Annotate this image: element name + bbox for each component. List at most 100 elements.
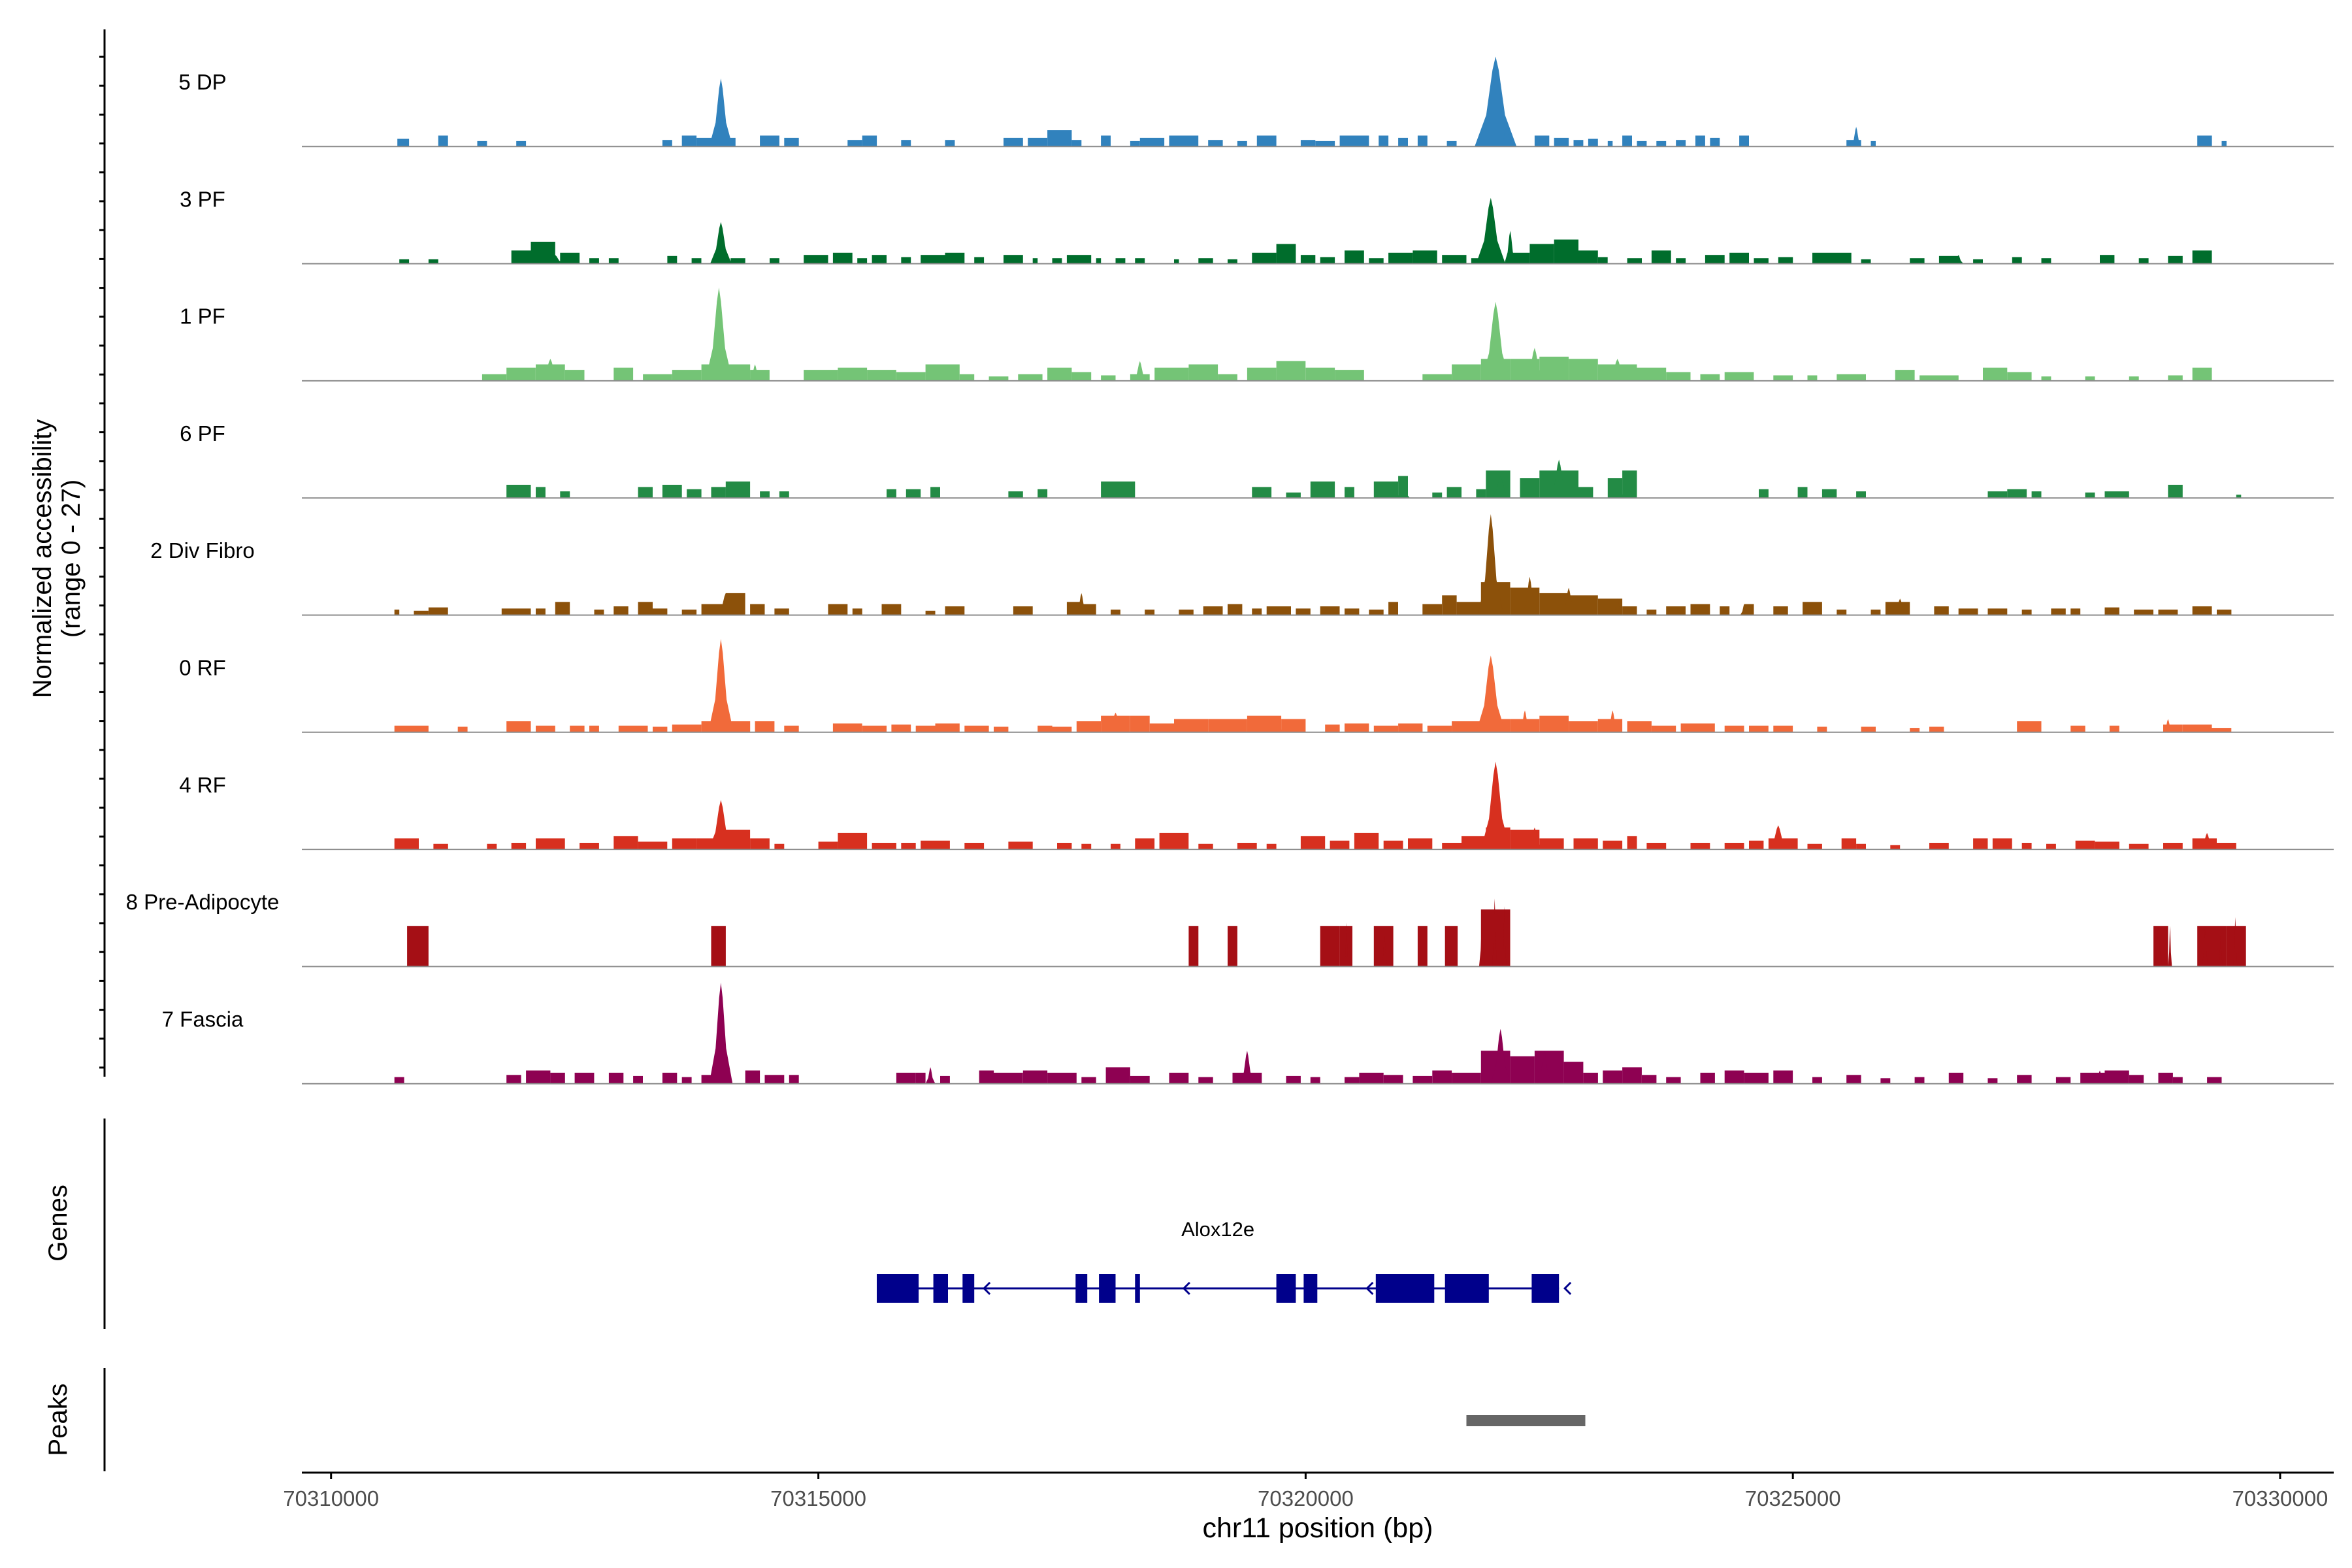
coverage-bar (1198, 1077, 1213, 1084)
track-6-pf: 6 PF (180, 421, 2334, 499)
coverage-bar (2168, 485, 2183, 498)
coverage-bar (1052, 727, 1072, 732)
coverage-bar (1247, 367, 1277, 381)
coverage-bar (638, 602, 653, 615)
x-tick-label: 70320000 (1258, 1486, 1354, 1511)
coverage-bar (1013, 606, 1033, 615)
coverage-bar (2085, 492, 2095, 498)
coverage-bar (1807, 375, 1818, 381)
track-label: 0 RF (179, 656, 226, 680)
coverage-peak (1396, 485, 1410, 498)
coverage-bar (1934, 606, 1949, 615)
coverage-bar (760, 491, 770, 498)
coverage-bar (1345, 487, 1354, 498)
track-4-rf: 4 RF (179, 761, 2334, 851)
coverage-bar (2021, 843, 2032, 850)
coverage-bar (2070, 725, 2085, 732)
coverage-bar (1729, 252, 1749, 264)
coverage-peak (1480, 301, 1511, 381)
coverage-bar (1339, 135, 1369, 147)
coverage-bar (1145, 610, 1155, 615)
coverage-bar (1345, 1077, 1360, 1084)
coverage-bar (1471, 258, 1481, 264)
coverage-bar (1037, 725, 1053, 732)
coverage-bar (2129, 376, 2139, 381)
coverage-bar (1354, 832, 1379, 850)
coverage-bar (1929, 843, 1949, 850)
coverage-bar (1910, 258, 1925, 264)
coverage-bar (1773, 1070, 1793, 1084)
coverage-bar (1203, 606, 1223, 615)
coverage-bar (1637, 140, 1647, 147)
coverage-bar (1476, 489, 1486, 498)
coverage-bar (1442, 595, 1457, 615)
coverage-bar (1276, 361, 1306, 381)
coverage-bar (1130, 1075, 1150, 1084)
coverage-bar (872, 843, 896, 850)
gene-exon (1303, 1274, 1318, 1303)
coverage-bar (2212, 728, 2232, 732)
coverage-peak (1607, 710, 1619, 732)
coverage-bar (1938, 255, 1959, 264)
coverage-bar (407, 926, 429, 967)
coverage-bar (1237, 140, 1247, 147)
coverage-bar (1047, 1072, 1077, 1084)
coverage-bar (872, 255, 887, 264)
coverage-bar (2207, 1077, 2222, 1084)
coverage-bar (1578, 487, 1593, 498)
coverage-bar (818, 841, 838, 850)
gene-exon (1075, 1274, 1088, 1303)
coverage-bar (1739, 135, 1749, 147)
coverage-bar (1388, 602, 1398, 615)
coverage-peak (540, 359, 561, 381)
coverage-bar (832, 723, 862, 732)
coverage-bar (1300, 836, 1326, 850)
coverage-bar (1627, 836, 1637, 850)
coverage-bar (1442, 843, 1462, 850)
coverage-bar (1266, 843, 1277, 850)
coverage-bar (1870, 140, 1876, 147)
coverage-peak (734, 485, 747, 498)
coverage-bar (570, 725, 585, 732)
coverage-peak (1893, 598, 1908, 615)
coverage-bar (896, 372, 926, 381)
coverage-bar (428, 607, 448, 615)
coverage-bar (1101, 135, 1111, 147)
coverage-bar (1032, 258, 1038, 264)
coverage-bar (750, 838, 770, 850)
coverage-bar (2192, 250, 2212, 264)
coverage-bar (1690, 843, 1710, 850)
coverage-bar (482, 374, 507, 381)
coverage-bar (536, 487, 546, 498)
coverage-bar (901, 257, 911, 264)
coverage-bar (399, 259, 410, 264)
coverage-bar (921, 840, 950, 850)
coverage-bar (414, 610, 429, 615)
coverage-bar (1057, 843, 1072, 850)
coverage-bar (1315, 140, 1335, 147)
coverage-bar (1627, 258, 1642, 264)
coverage-bar (1096, 258, 1102, 264)
coverage-bar (789, 1075, 799, 1084)
coverage-bar (662, 140, 672, 147)
coverage-bar (1320, 926, 1340, 967)
gene-exon (1276, 1274, 1296, 1303)
coverage-bar (2070, 608, 2081, 615)
coverage-bar (862, 135, 877, 147)
coverage-bar (1749, 840, 1764, 850)
coverage-bar (1821, 489, 1837, 498)
coverage-bar (1066, 255, 1092, 264)
coverage-bar (394, 610, 400, 615)
coverage-bar (516, 140, 527, 147)
coverage-bar (964, 725, 989, 732)
coverage-bar (1139, 137, 1165, 147)
coverage-bar (1228, 604, 1243, 615)
coverage-bar (945, 252, 965, 264)
coverage-peak (925, 1067, 936, 1084)
coverage-bar (2217, 926, 2227, 967)
track-0-rf: 0 RF (179, 639, 2334, 733)
coverage-bar (1446, 140, 1457, 147)
coverage-bar (1188, 364, 1218, 381)
coverage-peak (1612, 598, 1623, 615)
coverage-bar (1778, 257, 1793, 264)
